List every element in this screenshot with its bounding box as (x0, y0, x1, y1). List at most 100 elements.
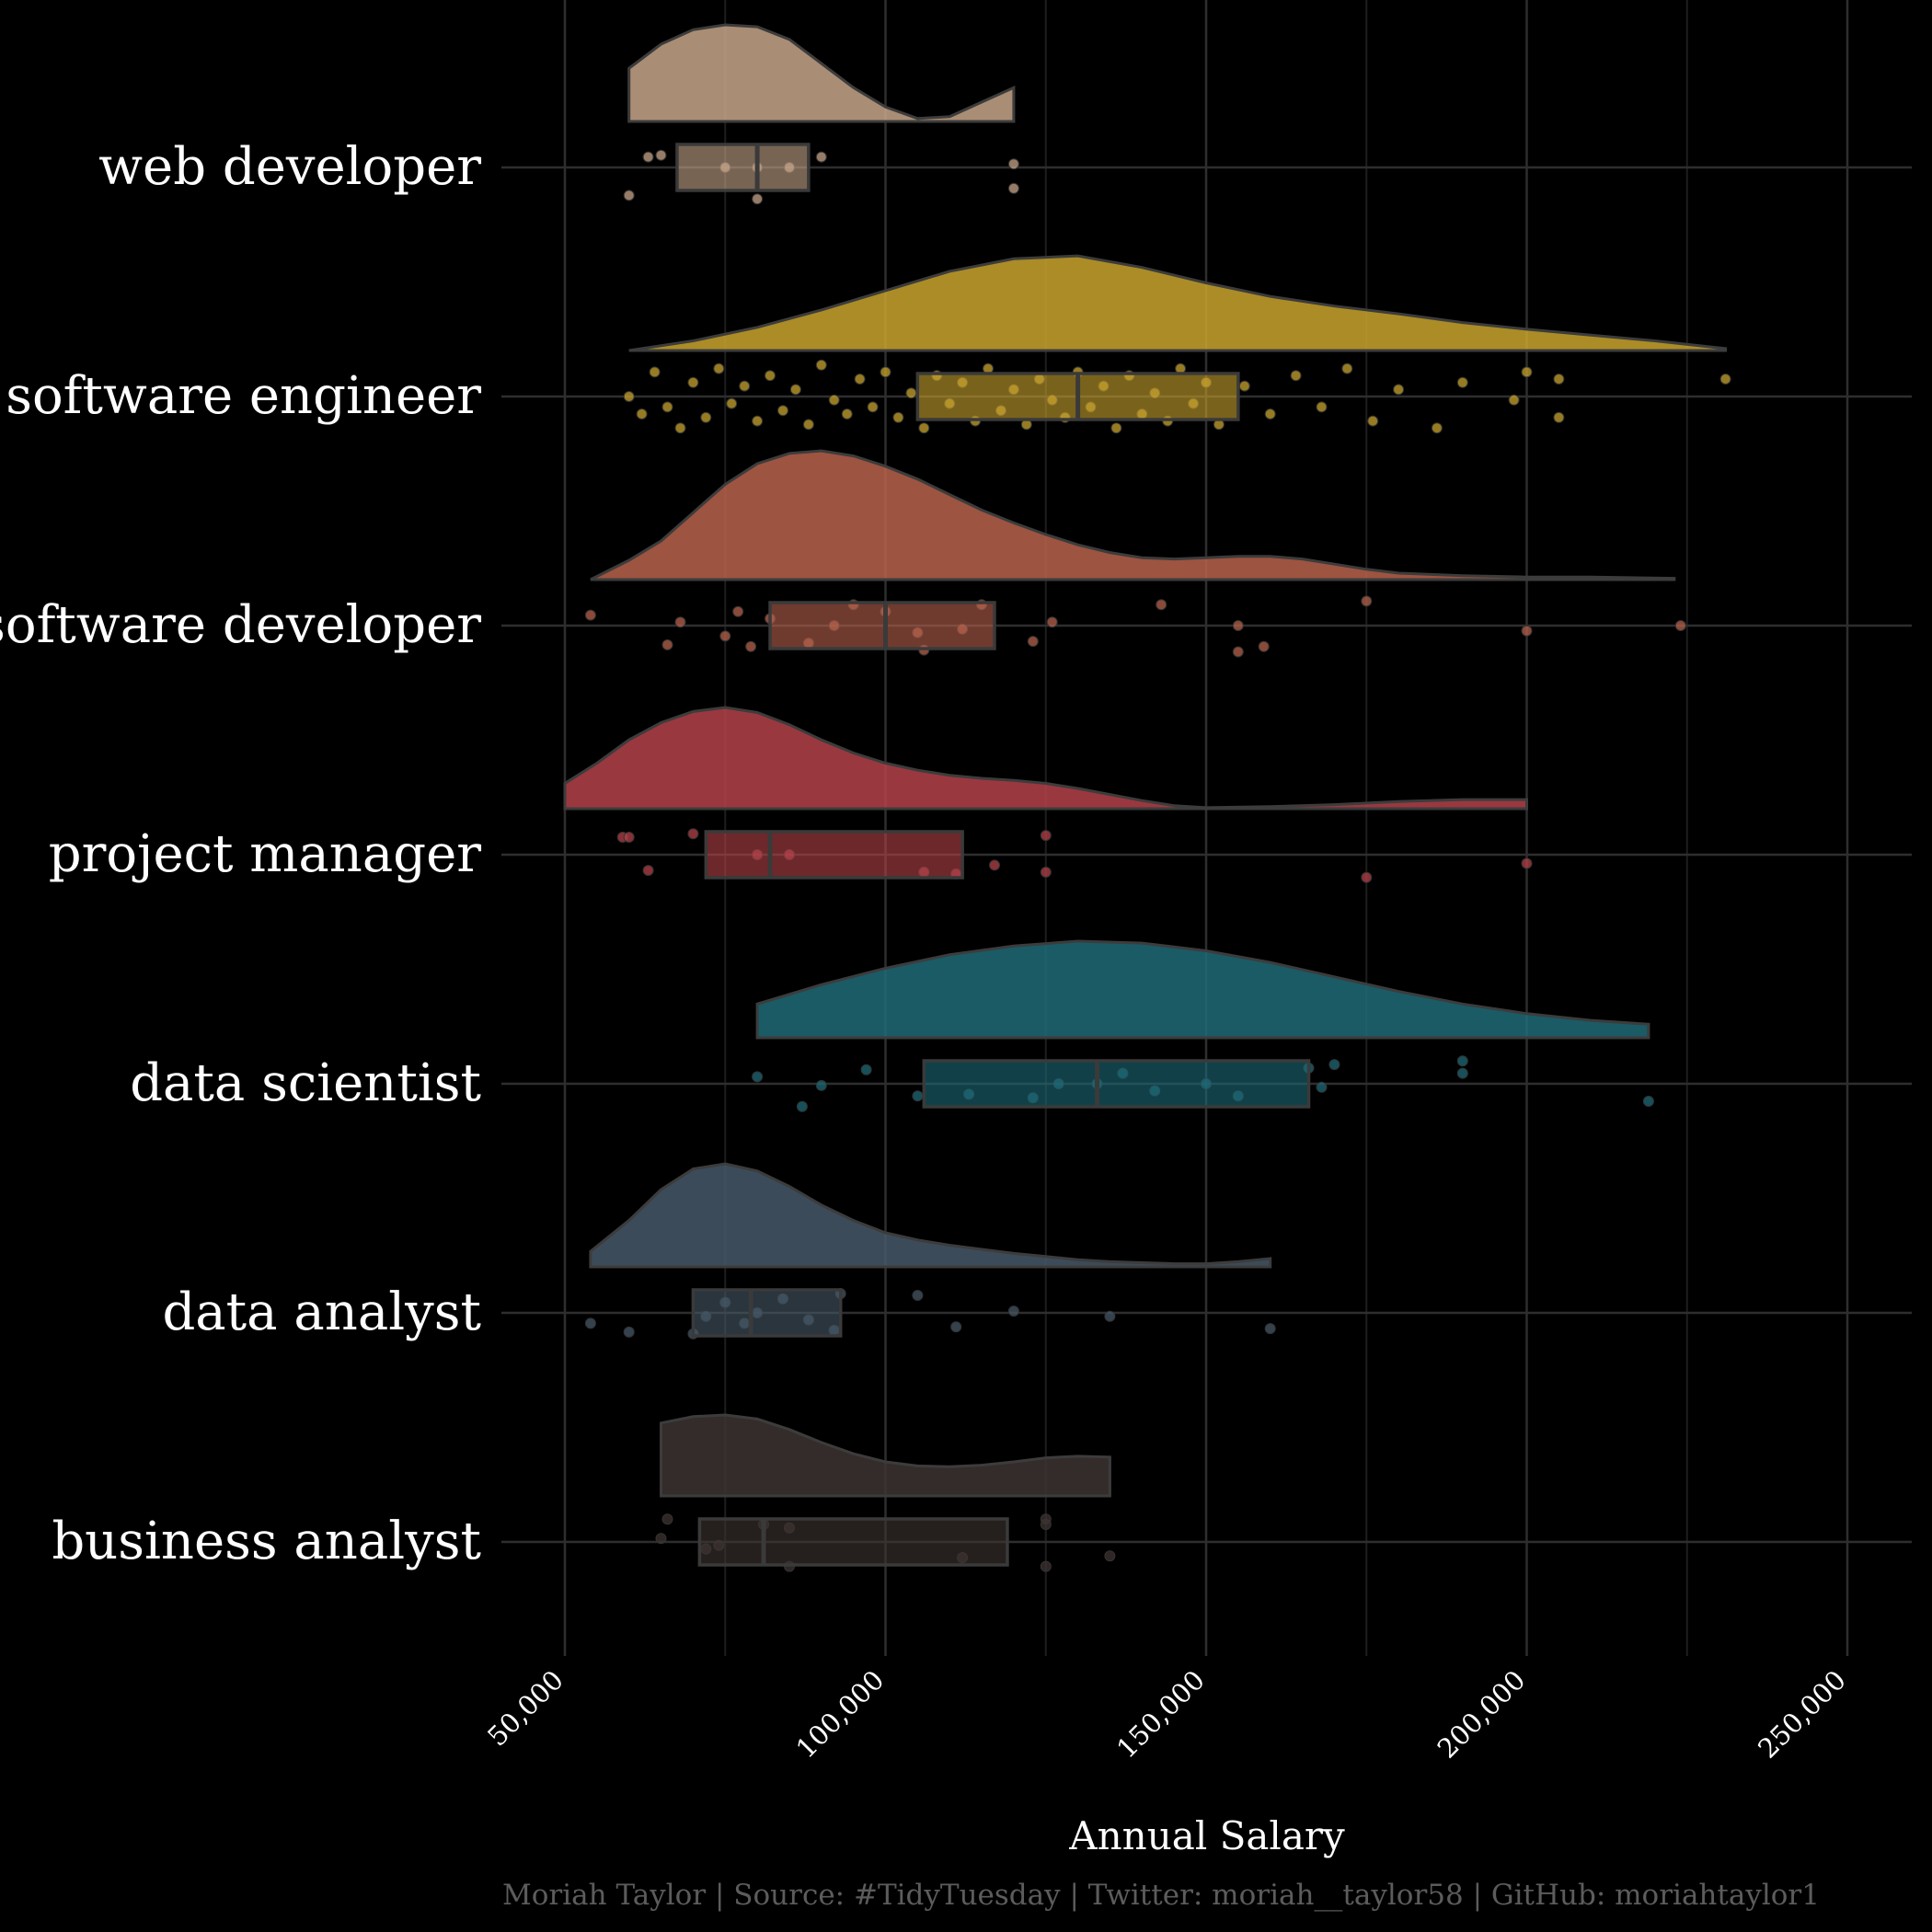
data-point (765, 370, 776, 382)
density-layer (563, 23, 1728, 1498)
data-point (1264, 408, 1276, 420)
data-point (1361, 871, 1373, 883)
data-point (815, 151, 827, 163)
category-label: data analyst (162, 1282, 481, 1342)
grid-layer (501, 0, 1912, 1656)
data-point (1040, 867, 1052, 878)
data-point (1156, 599, 1167, 611)
data-point (880, 366, 891, 378)
box-data-scientist (922, 1059, 1311, 1109)
data-point (828, 394, 840, 406)
x-tick-label: 150,000 (1110, 1664, 1211, 1765)
data-point (950, 1321, 962, 1333)
data-point (802, 419, 814, 431)
data-point (1456, 376, 1468, 388)
data-point (584, 1317, 596, 1329)
box-business-analyst (697, 1517, 1009, 1567)
data-point (1521, 857, 1533, 869)
data-point (719, 630, 731, 642)
data-point (1238, 380, 1250, 392)
data-point (1040, 830, 1052, 842)
category-label: project manager (49, 824, 481, 884)
data-point (1393, 384, 1405, 396)
data-point (841, 408, 853, 420)
data-point (687, 828, 699, 840)
data-point (674, 422, 686, 434)
data-point (815, 359, 827, 371)
data-point (789, 384, 801, 396)
data-point (1104, 1310, 1116, 1322)
data-point (867, 401, 879, 413)
data-point (623, 190, 635, 201)
data-point (739, 380, 751, 392)
data-point (912, 1090, 924, 1102)
data-point (1104, 1550, 1116, 1562)
data-point (1040, 1513, 1052, 1525)
data-point (1007, 158, 1019, 170)
data-point (752, 1071, 764, 1083)
x-tick-label: 100,000 (790, 1664, 891, 1765)
data-point (623, 1326, 635, 1338)
data-point (623, 391, 635, 402)
data-point (1258, 640, 1270, 652)
data-point (636, 408, 648, 420)
density-data-analyst (589, 1162, 1272, 1269)
data-point (1642, 1096, 1654, 1107)
data-point (1007, 182, 1019, 194)
data-point (1553, 411, 1565, 423)
data-point (584, 609, 596, 621)
data-point (1264, 1323, 1276, 1335)
data-point (1328, 1059, 1340, 1071)
data-point (777, 405, 788, 417)
density-software-engineer (628, 254, 1728, 352)
data-point (1316, 1081, 1328, 1093)
data-point (642, 151, 654, 163)
data-point (700, 411, 712, 423)
category-label: business analyst (52, 1512, 481, 1571)
data-point (1719, 374, 1731, 385)
box-project-manager (704, 830, 964, 880)
density-data-scientist (755, 939, 1650, 1040)
x-tick-label: 50,000 (481, 1664, 569, 1753)
data-point (1367, 415, 1379, 427)
data-point (989, 859, 1000, 871)
category-label: software engineer (6, 366, 481, 426)
density-web-developer (627, 23, 1016, 123)
data-point (661, 401, 673, 413)
boxplot-layer (675, 143, 1311, 1567)
category-labels: web developer software engineer software d… (0, 137, 481, 1571)
data-point (1290, 370, 1302, 382)
data-point (854, 374, 866, 385)
density-project-manager (563, 706, 1528, 811)
data-point (815, 1079, 827, 1091)
data-point (752, 415, 764, 427)
data-point (661, 638, 673, 650)
density-business-analyst (659, 1413, 1111, 1498)
x-tick-labels: 50,000 100,000 150,000 200,000 250,000 (481, 1664, 1852, 1765)
caption: Moriah Taylor | Source: #TidyTuesday | T… (502, 1879, 1820, 1912)
data-point (1007, 1305, 1019, 1317)
data-point (745, 640, 757, 652)
data-point (1027, 636, 1039, 648)
data-point (726, 397, 738, 409)
data-point (674, 616, 686, 628)
data-point (912, 1290, 924, 1301)
data-point (918, 422, 930, 434)
data-point (661, 1513, 673, 1525)
data-point (796, 1100, 808, 1112)
data-point (1341, 362, 1353, 374)
data-point (1674, 620, 1686, 631)
data-point (1553, 374, 1565, 385)
data-point (655, 149, 667, 161)
data-point (1040, 1560, 1052, 1572)
x-axis-title: Annual Salary (1068, 1813, 1345, 1858)
category-label: software developer (0, 595, 481, 655)
data-point (623, 832, 635, 843)
data-point (1521, 366, 1533, 378)
x-tick-label: 200,000 (1432, 1664, 1532, 1765)
data-point (1232, 620, 1244, 631)
category-label: web developer (98, 137, 481, 197)
category-label: data scientist (130, 1053, 481, 1113)
data-point (713, 362, 725, 374)
